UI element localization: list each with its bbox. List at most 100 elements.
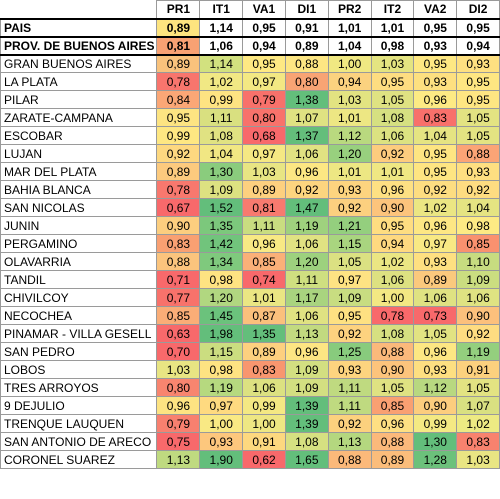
value-cell: 0,97: [242, 72, 286, 91]
value-cell: 0,95: [370, 72, 415, 91]
value-cell: 0,73: [413, 306, 458, 325]
row-label: PAIS: [0, 17, 158, 38]
row-label: BAHIA BLANCA: [0, 180, 158, 199]
value-cell: 0,85: [370, 396, 415, 415]
table-row: TRES ARROYOS 0,80 1,19 1,06 1,09 1,11 1,05 1,12…: [0, 378, 500, 397]
value-cell: 0,84: [156, 90, 201, 109]
row-label: SAN PEDRO: [0, 342, 158, 361]
value-cell: 0,80: [284, 72, 329, 91]
value-cell: 1,34: [199, 252, 244, 271]
value-cell: 1,15: [199, 342, 244, 361]
row-label: JUNIN: [0, 216, 158, 235]
row-label: ZARATE-CAMPANA: [0, 108, 158, 127]
value-cell: 0,91: [456, 360, 500, 379]
row-label: PERGAMINO: [0, 234, 158, 253]
row-label: MAR DEL PLATA: [0, 162, 158, 181]
value-cell: 0,88: [284, 54, 329, 73]
value-cell: 1,14: [199, 17, 244, 38]
table-row: NECOCHEA 0,85 1,45 0,87 1,06 0,95 0,78 0,73 0,90: [0, 306, 500, 325]
value-cell: 1,01: [327, 17, 372, 38]
column-header-it2: IT2: [370, 0, 415, 19]
value-cell: 0,80: [156, 378, 201, 397]
value-cell: 1,09: [284, 378, 329, 397]
value-cell: 0,81: [242, 198, 286, 217]
table-row: SAN PEDRO 0,70 1,15 0,89 0,96 1,25 0,88 0,96 1,1…: [0, 342, 500, 361]
value-cell: 0,89: [284, 35, 329, 56]
value-cell: 0,68: [242, 126, 286, 145]
value-cell: 0,85: [242, 252, 286, 271]
value-cell: 1,25: [327, 342, 372, 361]
table-row: ESCOBAR 0,99 1,08 0,68 1,37 1,12 1,06 1,04 1,05: [0, 126, 500, 145]
value-cell: 0,96: [413, 216, 458, 235]
value-cell: 0,95: [456, 17, 500, 38]
value-cell: 0,92: [327, 324, 372, 343]
value-cell: 0,95: [413, 144, 458, 163]
value-cell: 0,95: [242, 54, 286, 73]
column-header-di2: DI2: [456, 0, 500, 19]
value-cell: 1,35: [242, 324, 286, 343]
value-cell: 0,88: [327, 450, 372, 469]
value-cell: 1,06: [284, 306, 329, 325]
table-row: TANDIL 0,71 0,98 0,74 1,11 0,97 1,06 0,89 1,09: [0, 270, 500, 289]
value-cell: 0,62: [242, 450, 286, 469]
value-cell: 0,90: [370, 198, 415, 217]
value-cell: 0,93: [327, 180, 372, 199]
value-cell: 1,06: [284, 234, 329, 253]
value-cell: 0,78: [156, 180, 201, 199]
value-cell: 1,21: [327, 216, 372, 235]
value-cell: 0,97: [242, 144, 286, 163]
table-row: LUJAN 0,92 1,04 0,97 1,06 1,20 0,92 0,95 0,88: [0, 144, 500, 163]
value-cell: 0,93: [413, 35, 458, 56]
table-row: CHIVILCOY 0,77 1,20 1,01 1,17 1,09 1,00 1,06 1,0…: [0, 288, 500, 307]
value-cell: 0,92: [156, 144, 201, 163]
value-cell: 1,03: [242, 162, 286, 181]
value-cell: 0,90: [156, 216, 201, 235]
value-cell: 1,06: [199, 35, 244, 56]
value-cell: 1,03: [456, 450, 500, 469]
value-cell: 1,20: [284, 252, 329, 271]
value-cell: 1,10: [456, 252, 500, 271]
value-cell: 1,07: [284, 108, 329, 127]
value-cell: 1,03: [327, 90, 372, 109]
value-cell: 0,96: [284, 342, 329, 361]
value-cell: 0,74: [242, 270, 286, 289]
value-cell: 0,75: [156, 432, 201, 451]
value-cell: 1,45: [199, 306, 244, 325]
value-cell: 1,00: [370, 288, 415, 307]
value-cell: 1,08: [199, 126, 244, 145]
value-cell: 0,95: [327, 306, 372, 325]
value-cell: 0,89: [156, 17, 201, 38]
table-row: SAN NICOLAS 0,67 1,52 0,81 1,47 0,92 0,90 1,02 1…: [0, 198, 500, 217]
value-cell: 0,93: [456, 162, 500, 181]
value-cell: 1,01: [370, 162, 415, 181]
value-cell: 0,78: [156, 72, 201, 91]
value-cell: 0,90: [413, 396, 458, 415]
value-cell: 1,65: [284, 450, 329, 469]
table-row: JUNIN 0,90 1,35 1,11 1,19 1,21 0,95 0,96 0,98: [0, 216, 500, 235]
value-cell: 1,20: [327, 144, 372, 163]
value-cell: 1,39: [284, 414, 329, 433]
indicator-table: PR1 IT1 VA1 DI1 PR2 IT2 VA2 DI2 PAIS 0,89 1,14 0,9…: [0, 0, 500, 469]
value-cell: 1,14: [199, 54, 244, 73]
value-cell: 1,42: [199, 234, 244, 253]
value-cell: 0,89: [413, 270, 458, 289]
value-cell: 0,98: [370, 35, 415, 56]
value-cell: 1,01: [327, 162, 372, 181]
value-cell: 1,98: [199, 324, 244, 343]
value-cell: 0,93: [199, 432, 244, 451]
row-label: LUJAN: [0, 144, 158, 163]
value-cell: 1,06: [242, 378, 286, 397]
row-label: CHIVILCOY: [0, 288, 158, 307]
value-cell: 0,93: [413, 72, 458, 91]
value-cell: 1,13: [156, 450, 201, 469]
value-cell: 1,12: [327, 126, 372, 145]
table-row: MAR DEL PLATA 0,89 1,30 1,03 0,96 1,01 1,01 0,9…: [0, 162, 500, 181]
value-cell: 0,67: [156, 198, 201, 217]
value-cell: 0,89: [242, 180, 286, 199]
value-cell: 0,92: [456, 324, 500, 343]
value-cell: 0,95: [413, 162, 458, 181]
row-label: TRENQUE LAUQUEN: [0, 414, 158, 433]
value-cell: 0,85: [456, 234, 500, 253]
table-row: PILAR 0,84 0,99 0,79 1,38 1,03 1,05 0,96 0,95: [0, 90, 500, 109]
row-label: GRAN BUENOS AIRES: [0, 54, 158, 73]
